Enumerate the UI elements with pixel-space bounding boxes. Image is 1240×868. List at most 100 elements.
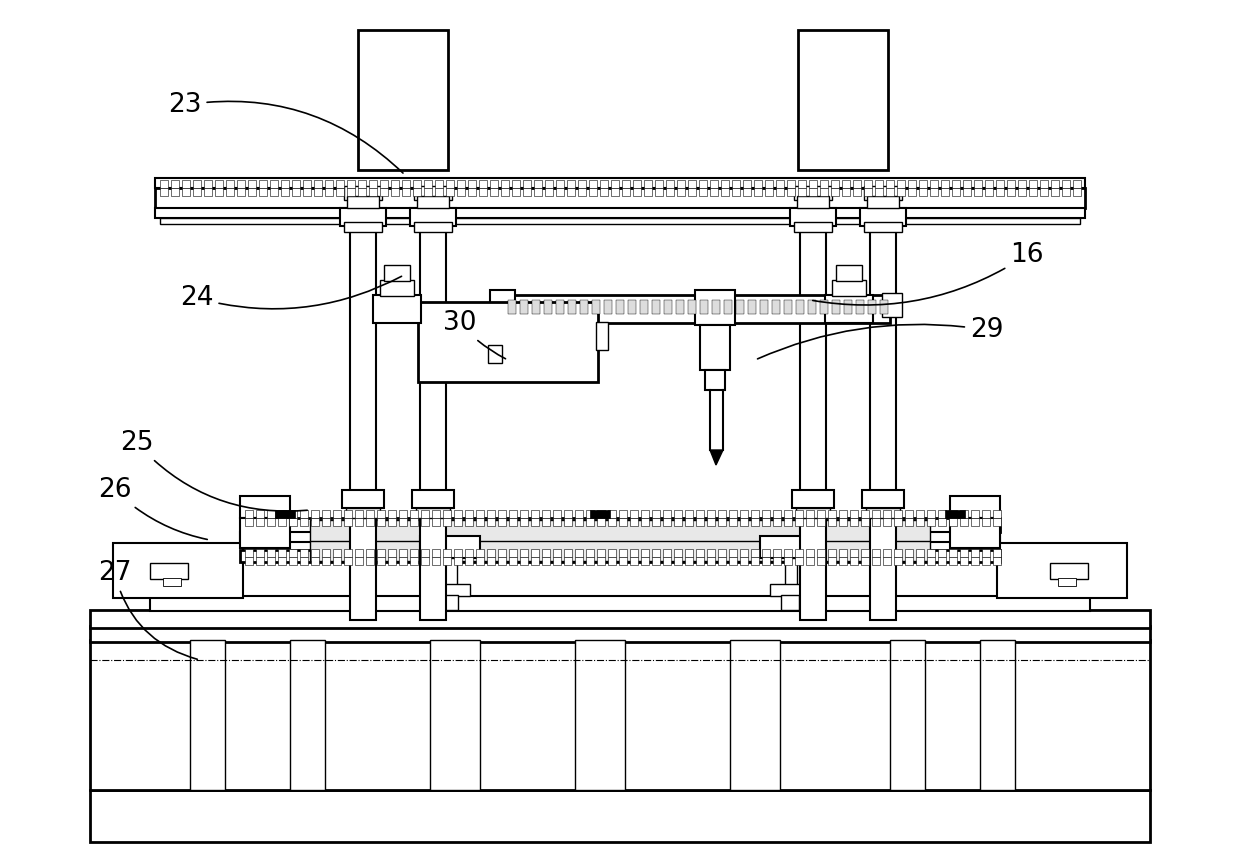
Bar — [675, 549, 682, 557]
Bar — [553, 518, 560, 526]
Bar — [996, 180, 1004, 188]
Bar — [590, 510, 610, 518]
Bar — [193, 180, 201, 188]
Bar — [343, 518, 352, 526]
Bar — [289, 510, 298, 518]
Bar — [707, 518, 715, 526]
Bar — [982, 510, 990, 518]
Bar — [343, 222, 382, 232]
Bar — [580, 300, 588, 314]
Bar — [155, 188, 1085, 208]
Text: 16: 16 — [812, 242, 1044, 305]
Bar — [817, 549, 825, 557]
Bar — [997, 543, 1127, 598]
Bar — [322, 510, 330, 518]
Bar — [652, 300, 660, 314]
Bar — [322, 549, 330, 557]
Bar — [861, 510, 869, 518]
Bar — [763, 549, 770, 557]
Bar — [937, 510, 946, 518]
Bar — [937, 549, 946, 557]
Bar — [246, 549, 253, 557]
Bar — [797, 196, 830, 208]
Bar — [435, 180, 443, 188]
Bar — [300, 510, 308, 518]
Bar — [355, 518, 363, 526]
Bar — [340, 208, 386, 226]
Bar — [856, 300, 864, 314]
Bar — [596, 549, 605, 557]
Bar — [627, 300, 636, 314]
Bar — [420, 536, 480, 558]
Bar — [644, 188, 652, 196]
Bar — [916, 549, 924, 557]
Bar — [226, 180, 234, 188]
Bar — [748, 300, 756, 314]
Bar — [443, 557, 451, 565]
Bar — [730, 640, 780, 790]
Bar — [596, 510, 605, 518]
Bar — [652, 557, 660, 565]
Bar — [930, 188, 937, 196]
Bar — [241, 518, 290, 548]
Bar — [808, 180, 817, 188]
Bar — [498, 510, 506, 518]
Bar — [520, 510, 528, 518]
Bar — [358, 188, 366, 196]
Bar — [160, 188, 167, 196]
Bar — [663, 549, 671, 557]
Bar — [546, 180, 553, 188]
Bar — [1007, 180, 1016, 188]
Bar — [864, 186, 901, 200]
Bar — [754, 188, 763, 196]
Bar — [391, 180, 399, 188]
Bar — [336, 180, 343, 188]
Bar — [388, 549, 396, 557]
Bar — [366, 510, 374, 518]
Bar — [205, 188, 212, 196]
Bar — [993, 518, 1001, 526]
Bar — [799, 30, 888, 170]
Bar — [489, 345, 502, 363]
Bar — [763, 518, 770, 526]
Bar — [868, 300, 875, 314]
Bar — [556, 180, 564, 188]
Bar — [589, 180, 596, 188]
Bar — [897, 188, 905, 196]
Bar — [259, 188, 267, 196]
Bar — [985, 188, 993, 196]
Bar — [443, 510, 451, 518]
Bar — [553, 549, 560, 557]
Bar — [817, 557, 825, 565]
Bar — [596, 557, 605, 565]
Bar — [531, 518, 539, 526]
Bar — [867, 196, 899, 208]
Bar — [422, 557, 429, 565]
Bar — [1052, 180, 1059, 188]
Bar — [701, 300, 708, 314]
Bar — [523, 188, 531, 196]
Bar — [688, 300, 696, 314]
Bar — [740, 510, 748, 518]
Bar — [567, 180, 575, 188]
Bar — [864, 188, 872, 196]
Bar — [945, 510, 965, 518]
Bar — [446, 188, 454, 196]
Bar — [91, 626, 1149, 642]
Bar — [696, 510, 704, 518]
Bar — [443, 518, 451, 526]
Bar — [377, 549, 384, 557]
Bar — [820, 300, 828, 314]
Bar — [666, 180, 675, 188]
Bar — [795, 518, 804, 526]
Bar — [454, 549, 463, 557]
Bar — [542, 510, 551, 518]
Bar — [916, 518, 924, 526]
Bar — [347, 196, 379, 208]
Bar — [377, 557, 384, 565]
Bar — [677, 180, 684, 188]
Bar — [1073, 188, 1081, 196]
Bar — [630, 549, 639, 557]
Bar — [534, 188, 542, 196]
Bar — [334, 549, 341, 557]
